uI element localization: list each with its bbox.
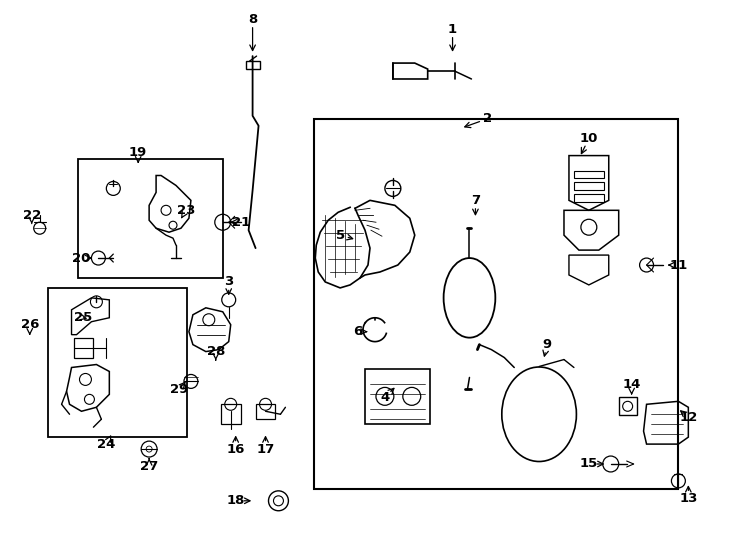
Text: 24: 24 <box>97 437 115 450</box>
Text: 14: 14 <box>622 378 641 391</box>
Text: 21: 21 <box>231 216 250 229</box>
Bar <box>314 119 678 489</box>
Text: 25: 25 <box>74 311 92 324</box>
Text: 27: 27 <box>140 461 159 474</box>
Text: 20: 20 <box>72 252 91 265</box>
Text: 18: 18 <box>227 494 245 507</box>
Text: 1: 1 <box>448 23 457 36</box>
Bar <box>619 397 636 415</box>
Bar <box>48 288 187 437</box>
Text: 4: 4 <box>380 391 390 404</box>
Text: 22: 22 <box>23 209 41 222</box>
Text: 19: 19 <box>129 146 148 159</box>
Bar <box>365 369 429 424</box>
Text: 11: 11 <box>669 259 688 272</box>
Text: 26: 26 <box>21 318 39 331</box>
Text: 15: 15 <box>580 457 598 470</box>
Text: 6: 6 <box>354 325 363 338</box>
Text: 23: 23 <box>177 204 195 217</box>
Text: 3: 3 <box>224 275 233 288</box>
Text: 5: 5 <box>335 228 345 242</box>
Text: 13: 13 <box>679 492 697 505</box>
Text: 7: 7 <box>471 194 480 207</box>
Text: 9: 9 <box>542 338 552 351</box>
Bar <box>246 61 260 69</box>
Text: 17: 17 <box>256 443 275 456</box>
Text: 29: 29 <box>170 383 188 396</box>
Text: 12: 12 <box>679 411 697 424</box>
Text: 2: 2 <box>483 112 492 125</box>
Text: 16: 16 <box>227 443 245 456</box>
Text: 28: 28 <box>206 345 225 358</box>
Text: 8: 8 <box>248 13 257 26</box>
Bar <box>79 159 222 278</box>
Text: 10: 10 <box>580 132 598 145</box>
